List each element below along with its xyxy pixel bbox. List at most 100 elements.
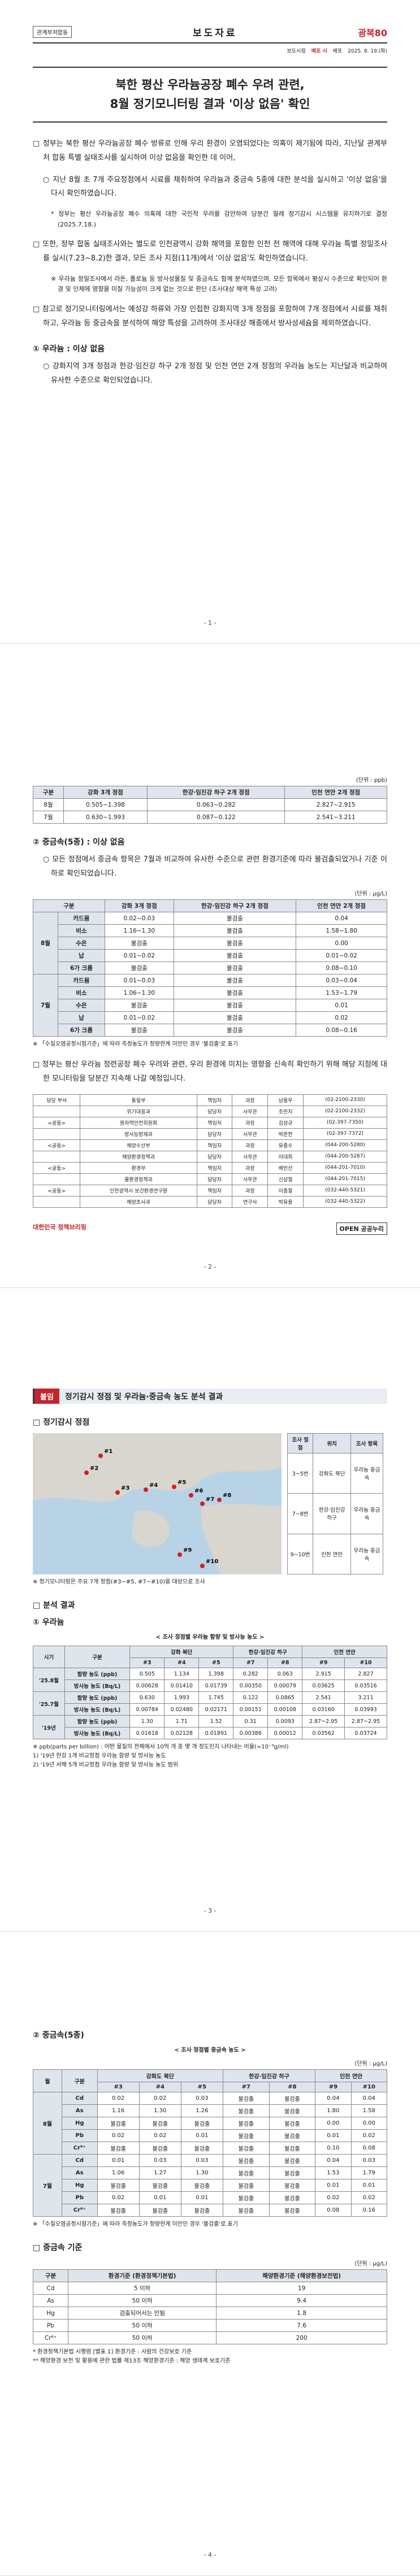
- header-cell: #7: [222, 2082, 270, 2092]
- table-cell: 0.01739: [198, 1679, 234, 1692]
- row-label: Cd: [61, 2092, 98, 2105]
- header-cell: 인천 연안 2개 정점: [284, 786, 387, 799]
- unit: (단위 : μg/L): [354, 2261, 387, 2267]
- table-cell: 불검출: [269, 2092, 316, 2105]
- group-label: 7월: [33, 2154, 62, 2217]
- subsection-title: ① 우라늄: [33, 1618, 64, 1627]
- unit: (단위 : μg/L): [354, 2061, 387, 2067]
- table-cell: 0.505~1.398: [63, 798, 148, 811]
- table-cell: 1.134: [164, 1668, 200, 1680]
- header-cell: #3: [129, 1657, 165, 1668]
- header-cell: 위치: [313, 1433, 352, 1454]
- table-cell: 2.915: [302, 1668, 345, 1680]
- table-row: '25.7월 함량 농도 (ppb) 0.630 1.993 1.745 0.122 0.0…: [33, 1691, 387, 1716]
- station-marker: [115, 1490, 120, 1495]
- table-cell: 불검출: [173, 999, 297, 1012]
- table-cell: 0.03160: [302, 1703, 345, 1716]
- table-row: 8월 0.505~1.398 0.063~0.282 2.827~2.915: [33, 798, 387, 811]
- table-cell: 불검출: [173, 937, 297, 950]
- header-cell: 구분: [33, 786, 64, 799]
- footer-logo: 대한민국 정책브리핑: [33, 1223, 86, 1231]
- table-caption: < 조사 정점별 우라늄 함량 및 방사능 농도 >: [155, 1634, 265, 1641]
- table-body: 8월 0.505~1.398 0.063~0.282 2.827~2.915 7월 0.6…: [33, 798, 387, 824]
- table-cell: 불검출: [104, 937, 174, 950]
- row-label: 함량 농도 (ppb): [64, 1691, 131, 1704]
- table-row: <공동> 원자력안전위원회 책임자 과장 김성규 (02-397-7350): [32, 1116, 387, 1129]
- table-row: 7월 카드뮴 0.01~0.03 불검출 0.03~0.04: [33, 974, 387, 1037]
- table-row: 9~10번 인천 연안 우라늄 중금속: [287, 1533, 383, 1575]
- table-cell: 불검출: [222, 2204, 270, 2217]
- table-cell: 19: [216, 2282, 387, 2295]
- table-cell: 불검출: [138, 2204, 181, 2217]
- table-cell: 책임자: [196, 1161, 233, 1174]
- table-cell: (02-397-7350): [303, 1116, 387, 1129]
- header-row: #3 #4 #5 #7 #8 #9 #10: [33, 1657, 387, 1668]
- header-cell: 구분: [64, 1646, 131, 1668]
- table-cell: 1.52: [198, 1715, 234, 1728]
- table-cell: 1.06: [97, 2166, 140, 2179]
- table-cell: 0.31: [233, 1715, 269, 1728]
- section-title: □ 정기감시 정점: [33, 1418, 90, 1427]
- paragraph: ※ ppb(parts per billion) : 어떤 물질의 전체에서 1…: [33, 1744, 289, 1750]
- table-cell: 0.16: [350, 2204, 388, 2217]
- paragraph: 2) '19년 서해 5개 비교정점 우라늄 함량 및 방사능 농도 범위: [33, 1762, 179, 1768]
- contact-table: 담당 부서 통일부 책임자 과장 남용우 (02-2100-2330) 위기대응과 담당자 사무…: [32, 1094, 387, 1208]
- table-row: Hg 불검출 불검출 불검출 불검출 불검출 0.01 0.01: [33, 2179, 388, 2192]
- table-cell: 불검출: [97, 2117, 140, 2130]
- row-label: Cr⁶⁺: [61, 2142, 98, 2155]
- attachment-title: 정기감시 정점 및 우라늄·중금속 농도 분석 결과: [64, 1392, 223, 1402]
- station-marker: [177, 1552, 182, 1557]
- table-cell: <공동>: [32, 1184, 81, 1196]
- table-cell: 책임자: [196, 1094, 233, 1106]
- table-row: Hg 검출되어서는 안됨 1.8: [32, 2307, 387, 2320]
- station-label: #2: [90, 1465, 98, 1472]
- table-row: Pb 50 이하 7.6: [32, 2319, 387, 2332]
- table-cell: 2.541~3.211: [284, 811, 387, 824]
- table-cell: 이대희: [267, 1150, 304, 1163]
- table-cell: 2.827: [344, 1668, 387, 1680]
- table-cell: 1.16~1.30: [104, 924, 174, 938]
- table-cell: 0.01: [350, 2179, 388, 2192]
- table-cell: 책임자: [196, 1184, 233, 1196]
- table-cell: 불검출: [222, 2154, 270, 2167]
- table-cell: 0.01410: [164, 1679, 200, 1692]
- header-cell: #9: [302, 1657, 345, 1668]
- attachment-header: 붙임 정기감시 정점 및 우라늄·중금속 농도 분석 결과: [33, 1389, 387, 1404]
- row-label: 납: [57, 1011, 105, 1025]
- table-cell: 우라늄 중금속: [350, 1452, 383, 1494]
- table-cell: Pb: [32, 2319, 69, 2332]
- table-cell: 0.0093: [267, 1715, 303, 1728]
- table-cell: 0.00151: [233, 1703, 269, 1716]
- row-label: 비소: [57, 986, 105, 1000]
- table-cell: 박준현: [267, 1128, 304, 1140]
- table-cell: (044-201-7015): [303, 1173, 387, 1185]
- table-cell: 유종수: [267, 1139, 304, 1151]
- table-row: 해양조사과 담당자 연구사 박유용 (032-440-5322): [32, 1195, 387, 1208]
- table-row: 방사능방재과 담당자 사무관 박준현 (02-397-7372): [32, 1128, 387, 1140]
- table-cell: 0.03: [350, 2154, 388, 2167]
- table-cell: 배민선: [267, 1161, 304, 1174]
- header-row: 시기 구분 강화 북단 한강·임진강 하구 인천 연안: [33, 1646, 387, 1668]
- header-cell: 해양환경기준 (해양환경보전법): [216, 2269, 387, 2282]
- table-row: <공동> 해양수산부 책임자 과장 유종수 (044-200-5280): [32, 1139, 387, 1151]
- station-label: #10: [206, 1559, 218, 1565]
- land: [201, 1504, 282, 1574]
- table-cell: 50 이하: [68, 2331, 217, 2344]
- table-cell: 0.03724: [344, 1727, 387, 1739]
- table-cell: 5 이하: [68, 2282, 217, 2295]
- table-cell: 0.00386: [233, 1727, 269, 1739]
- table-cell: [32, 1105, 81, 1117]
- table-row: 담당 부서 통일부 책임자 과장 남용우 (02-2100-2330): [32, 1094, 387, 1106]
- table-cell: 인천광역시 보건환경연구원: [80, 1184, 197, 1196]
- table-cell: 0.01: [315, 2179, 352, 2192]
- uranium-table: 구분 강화 3개 정점 한강·임진강 하구 2개 정점 인천 연안 2개 정점 8월 0…: [33, 786, 387, 824]
- table-cell: 0.01: [180, 2191, 223, 2204]
- paragraph: ** 해양환경 보전 및 활용에 관한 법률 제13조 해양환경기준 : 해양 …: [33, 2358, 231, 2364]
- table-body: 8월 Cd 0.02 0.02 0.03 불검출 불검출 0.04 0.04 As 1.16 1.30…: [33, 2092, 388, 2217]
- row-label: 방사능 농도 (Bq/L): [64, 1679, 131, 1692]
- table-cell: 0.01891: [198, 1727, 234, 1739]
- table-cell: 불검출: [104, 961, 174, 975]
- station-table: 조사 정점 위치 조사 항목 3~5번 강화도 북단 우라늄 중금속 7~8번 한강·임진강…: [287, 1433, 383, 1575]
- station-marker: [200, 1564, 205, 1568]
